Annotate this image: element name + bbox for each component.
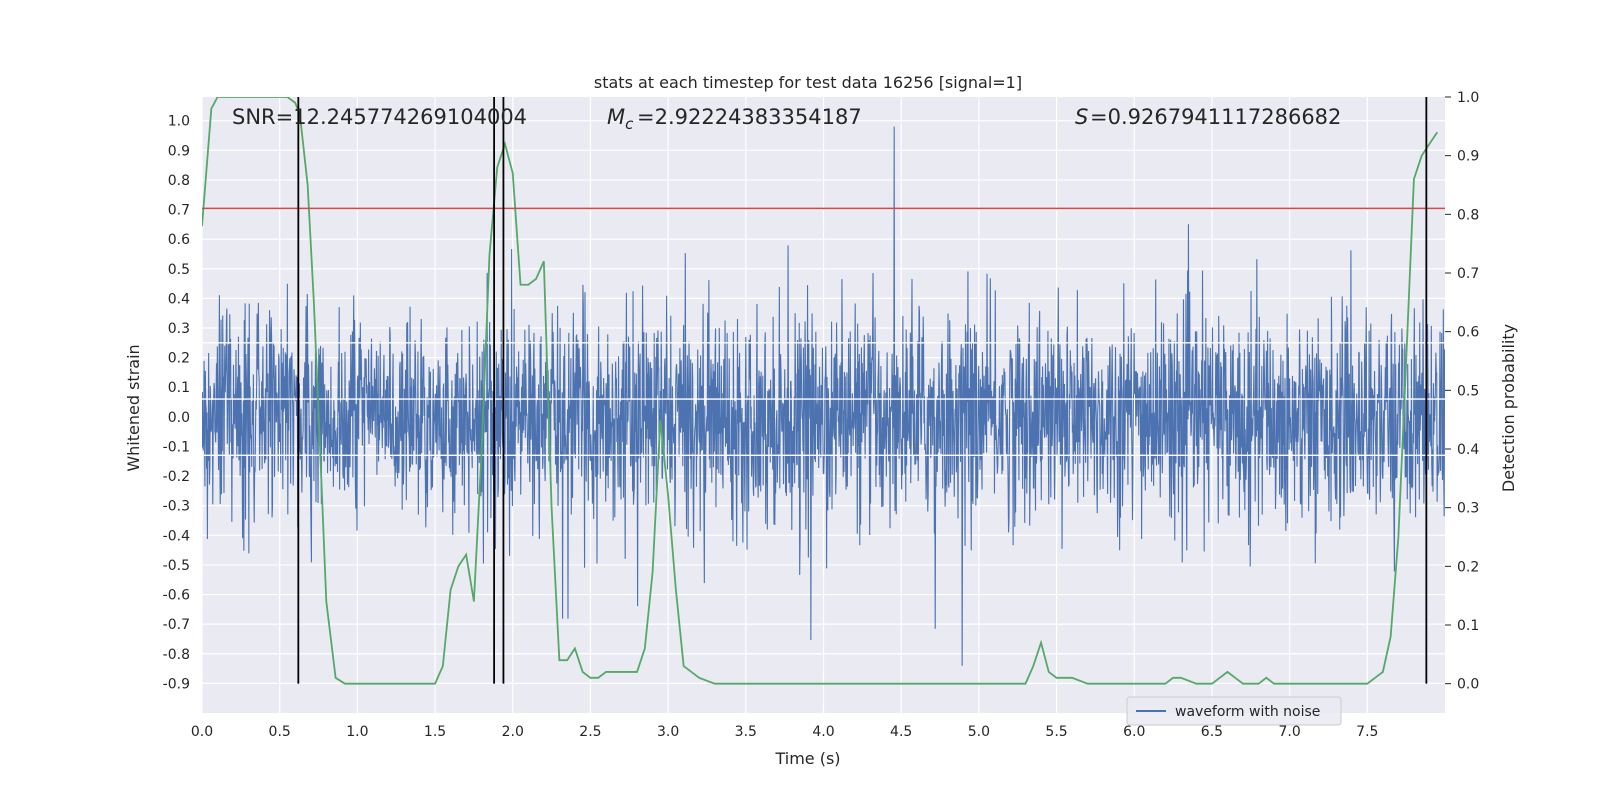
y-left-tick-label: -0.4 [163,528,190,544]
mc-symbol: Mc [607,105,634,133]
y-right-tick-label: 0.9 [1457,149,1479,165]
y-right-tick-label: 0.6 [1457,325,1479,341]
legend-box [1126,696,1342,726]
x-tick-label: 0.0 [191,724,213,740]
y-left-tick-label: -0.6 [163,588,190,604]
probability-series-group [202,97,1438,685]
probability-line [202,97,1438,685]
x-tick-label: 5.0 [968,724,990,740]
x-tick-label: 2.0 [502,724,524,740]
mc-value: =2.92224383354187 [637,105,862,129]
x-tick-label: 4.0 [812,724,834,740]
legend-label: waveform with noise [1175,704,1320,720]
y-right-tick-label: 0.1 [1457,618,1479,634]
y-left-tick-label: 0.7 [168,203,190,219]
y-right-tick-label: 1.0 [1457,90,1479,106]
x-tick-label: 3.5 [735,724,757,740]
y-right-axis-label: Detection probability [1499,324,1518,492]
y-left-tick-label: 0.2 [168,351,190,367]
x-tick-label: 5.5 [1045,724,1067,740]
x-tick-label: 7.0 [1278,724,1300,740]
strain-line [202,126,1445,666]
strain-series-group [202,126,1445,666]
y-left-tick-label: -0.7 [163,617,190,633]
y-right-tick-label: 0.0 [1457,677,1479,693]
s-value: =0.9267941117286682 [1090,105,1341,129]
y-right-tick-label: 0.7 [1457,266,1479,282]
y-left-tick-label: 0.1 [168,380,190,396]
x-tick-label: 1.5 [424,724,446,740]
y-right-tick-label: 0.5 [1457,383,1479,399]
y-left-ticks-group: 1.0 0.9 0.8 0.7 0.6 0.5 0.4 0.3 0.2 0.1 0.0 -0.1 -0.… [163,114,190,693]
y-right-tick-label: 0.4 [1457,442,1479,458]
marker-lines-group [202,97,1445,684]
y-left-tick-label: 0.3 [168,321,190,337]
y-left-tick-label: 0.5 [168,262,190,278]
y-left-tick-label: 0.9 [168,143,190,159]
x-tick-label: 3.0 [657,724,679,740]
x-tick-label: 2.5 [579,724,601,740]
y-left-tick-label: -0.5 [163,558,190,574]
y-left-tick-label: -0.1 [163,439,190,455]
y-right-tick-label: 0.8 [1457,207,1479,223]
x-tick-label: 1.0 [346,724,368,740]
y-left-tick-label: 0.4 [168,291,190,307]
mc-annotation: Mc =2.92224383354187 [607,105,862,133]
legend: waveform with noise [1126,696,1342,726]
y-left-tick-label: -0.2 [163,469,190,485]
y-right-tick-label: 0.3 [1457,501,1479,517]
y-left-tick-label: 0.0 [168,410,190,426]
s-symbol: S [1075,105,1088,129]
y-right-tick-label: 0.2 [1457,559,1479,575]
x-tick-label: 6.5 [1201,724,1223,740]
y-left-tick-label: 0.8 [168,173,190,189]
x-tick-label: 0.5 [269,724,291,740]
x-tick-label: 4.5 [890,724,912,740]
x-axis-label: Time (s) [774,749,840,768]
y-left-tick-label: -0.8 [163,647,190,663]
x-ticks-group: 0.0 0.5 1.0 1.5 2.0 2.5 3.0 3.5 4.0 4.5 5.0 5.5 6.0 6… [191,724,1379,740]
snr-annotation: SNR=12.245774269104004 [232,105,527,129]
y-left-tick-label: -0.3 [163,499,190,515]
y-right-ticks-group: 1.0 0.9 0.8 0.7 0.6 0.5 0.4 0.3 0.2 0.1 0.0 [1445,90,1479,693]
s-annotation: S =0.9267941117286682 [1075,105,1341,129]
x-tick-label: 6.0 [1123,724,1145,740]
y-left-tick-label: 1.0 [168,114,190,130]
x-tick-label: 7.5 [1356,724,1378,740]
y-left-tick-label: 0.6 [168,232,190,248]
y-left-axis-label: Whitened strain [124,344,143,471]
y-left-tick-label: -0.9 [163,676,190,692]
chart-title: stats at each timestep for test data 162… [594,73,1022,92]
